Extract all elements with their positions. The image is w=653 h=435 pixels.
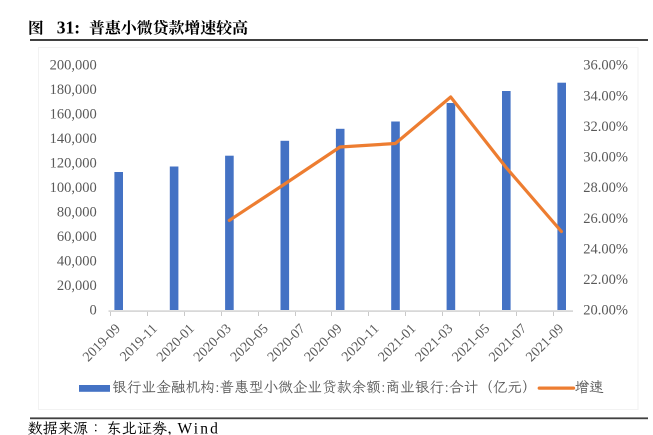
svg-text:140,000: 140,000 [50, 131, 97, 147]
svg-text:34.00%: 34.00% [583, 88, 628, 104]
svg-text:30.00%: 30.00% [583, 150, 628, 166]
svg-text:28.00%: 28.00% [583, 180, 628, 196]
svg-text:24.00%: 24.00% [583, 241, 628, 257]
svg-text:2021-05: 2021-05 [450, 322, 494, 366]
svg-text:2019-11: 2019-11 [118, 322, 161, 365]
svg-text:20.00%: 20.00% [583, 303, 628, 319]
svg-text:2021-09: 2021-09 [524, 322, 568, 366]
svg-text:2021-01: 2021-01 [376, 322, 420, 366]
svg-text:2020-03: 2020-03 [191, 322, 235, 366]
svg-text:2021-07: 2021-07 [487, 322, 531, 366]
svg-text:2021-03: 2021-03 [413, 322, 457, 366]
svg-text:2020-01: 2020-01 [154, 322, 198, 366]
svg-text:60,000: 60,000 [57, 229, 97, 245]
svg-text:180,000: 180,000 [50, 82, 97, 98]
svg-text:32.00%: 32.00% [583, 119, 628, 135]
svg-text:26.00%: 26.00% [583, 211, 628, 227]
svg-text:Wind: Wind [178, 420, 221, 435]
svg-text:160,000: 160,000 [50, 107, 97, 123]
svg-text:100,000: 100,000 [50, 180, 97, 196]
svg-text:200,000: 200,000 [50, 58, 97, 74]
svg-text:120,000: 120,000 [50, 156, 97, 172]
svg-text:40,000: 40,000 [57, 254, 97, 270]
svg-text:31:: 31: [57, 18, 80, 38]
svg-text:80,000: 80,000 [57, 205, 97, 221]
svg-text:36.00%: 36.00% [583, 58, 628, 74]
svg-text:20,000: 20,000 [57, 278, 97, 294]
svg-text:2020-11: 2020-11 [339, 322, 382, 365]
svg-text:2020-09: 2020-09 [302, 322, 346, 366]
svg-text:0: 0 [90, 303, 97, 319]
svg-text:22.00%: 22.00% [583, 272, 628, 288]
svg-text:2019-09: 2019-09 [80, 322, 124, 366]
svg-text:2020-07: 2020-07 [265, 322, 309, 366]
svg-text:2020-05: 2020-05 [228, 322, 272, 366]
